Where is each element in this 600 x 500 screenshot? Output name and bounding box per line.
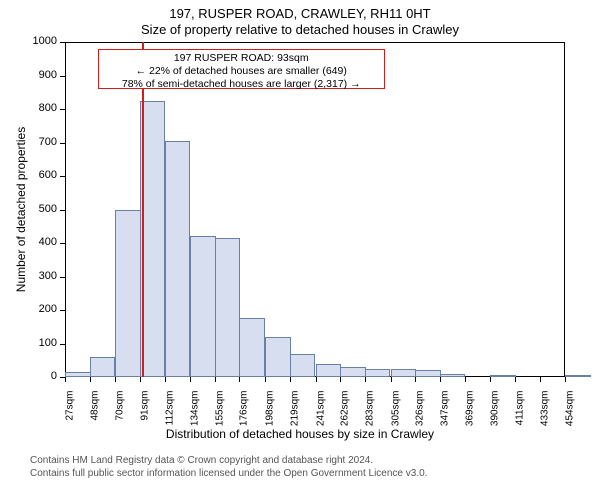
histogram-bar	[316, 364, 342, 377]
y-tick	[60, 277, 65, 278]
x-tick	[165, 377, 166, 382]
x-tick-label: 262sqm	[340, 391, 351, 436]
y-tick-label: 800	[23, 102, 57, 114]
x-tick	[440, 377, 441, 382]
histogram-bar	[215, 238, 241, 377]
y-tick-label: 700	[23, 136, 57, 148]
histogram-bar	[440, 374, 466, 377]
x-tick	[65, 377, 66, 382]
histogram-bar	[365, 369, 391, 377]
x-tick-label: 283sqm	[364, 391, 375, 436]
y-tick	[60, 310, 65, 311]
y-tick	[60, 243, 65, 244]
x-tick	[565, 377, 566, 382]
x-tick-label: 70sqm	[115, 391, 126, 436]
histogram-bar	[90, 357, 116, 377]
x-tick-label: 305sqm	[390, 391, 401, 436]
x-tick-label: 176sqm	[239, 391, 250, 436]
y-tick-label: 900	[23, 69, 57, 81]
histogram-bar	[239, 318, 265, 377]
histogram-bar	[65, 372, 91, 377]
x-tick	[540, 377, 541, 382]
x-tick	[190, 377, 191, 382]
y-tick	[60, 176, 65, 177]
x-tick-label: 219sqm	[289, 391, 300, 436]
histogram-bar	[415, 370, 441, 377]
histogram-bar	[391, 369, 417, 377]
histogram-bar	[265, 337, 291, 377]
x-tick-label: 48sqm	[89, 391, 100, 436]
x-tick-label: 454sqm	[565, 391, 576, 436]
x-tick-label: 433sqm	[540, 391, 551, 436]
histogram-bar	[290, 354, 316, 377]
x-tick-label: 390sqm	[490, 391, 501, 436]
x-tick	[365, 377, 366, 382]
x-tick-label: 369sqm	[465, 391, 476, 436]
footer-line1: Contains HM Land Registry data © Crown c…	[30, 455, 427, 468]
footer-attribution: Contains HM Land Registry data © Crown c…	[30, 455, 427, 480]
axis-border	[65, 42, 565, 43]
y-tick	[60, 76, 65, 77]
x-tick-label: 347sqm	[439, 391, 450, 436]
footer-line2: Contains full public sector information …	[30, 468, 427, 481]
y-tick-label: 200	[23, 303, 57, 315]
histogram-bar	[565, 375, 591, 377]
x-tick	[340, 377, 341, 382]
y-tick-label: 500	[23, 203, 57, 215]
y-tick	[60, 210, 65, 211]
histogram-bar	[165, 141, 191, 377]
y-tick-label: 400	[23, 236, 57, 248]
x-tick	[316, 377, 317, 382]
histogram-bar	[115, 210, 141, 378]
page-title-line1: 197, RUSPER ROAD, CRAWLEY, RH11 0HT	[0, 6, 600, 21]
x-tick	[391, 377, 392, 382]
x-tick	[90, 377, 91, 382]
x-tick-label: 241sqm	[315, 391, 326, 436]
x-tick	[465, 377, 466, 382]
y-tick	[60, 42, 65, 43]
x-tick-label: 91sqm	[139, 391, 150, 436]
annotation-line: ← 22% of detached houses are smaller (64…	[99, 65, 384, 78]
histogram-bar	[490, 375, 516, 377]
y-tick	[60, 344, 65, 345]
histogram-bar	[190, 236, 216, 377]
page-title-line2: Size of property relative to detached ho…	[0, 22, 600, 37]
x-tick	[290, 377, 291, 382]
x-tick	[215, 377, 216, 382]
x-tick	[115, 377, 116, 382]
annotation-line: 78% of semi-detached houses are larger (…	[99, 78, 384, 91]
x-tick-label: 27sqm	[65, 391, 76, 436]
y-tick-label: 0	[23, 370, 57, 382]
x-tick	[415, 377, 416, 382]
x-tick-label: 326sqm	[415, 391, 426, 436]
x-tick-label: 112sqm	[164, 391, 175, 436]
axis-border	[65, 42, 66, 377]
annotation-line: 197 RUSPER ROAD: 93sqm	[99, 52, 384, 65]
x-tick-label: 134sqm	[190, 391, 201, 436]
x-tick	[140, 377, 141, 382]
y-tick	[60, 143, 65, 144]
chart-area: 197 RUSPER ROAD: 93sqm← 22% of detached …	[65, 42, 565, 377]
x-tick-label: 411sqm	[514, 391, 525, 436]
x-tick	[265, 377, 266, 382]
y-tick-label: 600	[23, 169, 57, 181]
histogram-bar	[340, 367, 366, 377]
x-tick	[239, 377, 240, 382]
y-tick-label: 1000	[23, 35, 57, 47]
y-tick-label: 100	[23, 337, 57, 349]
x-tick-label: 198sqm	[265, 391, 276, 436]
property-marker-line	[142, 42, 144, 377]
y-tick-label: 300	[23, 270, 57, 282]
x-tick-label: 155sqm	[214, 391, 225, 436]
x-tick	[515, 377, 516, 382]
axis-border	[564, 42, 565, 377]
annotation-box: 197 RUSPER ROAD: 93sqm← 22% of detached …	[98, 49, 385, 89]
x-tick	[490, 377, 491, 382]
y-tick	[60, 109, 65, 110]
